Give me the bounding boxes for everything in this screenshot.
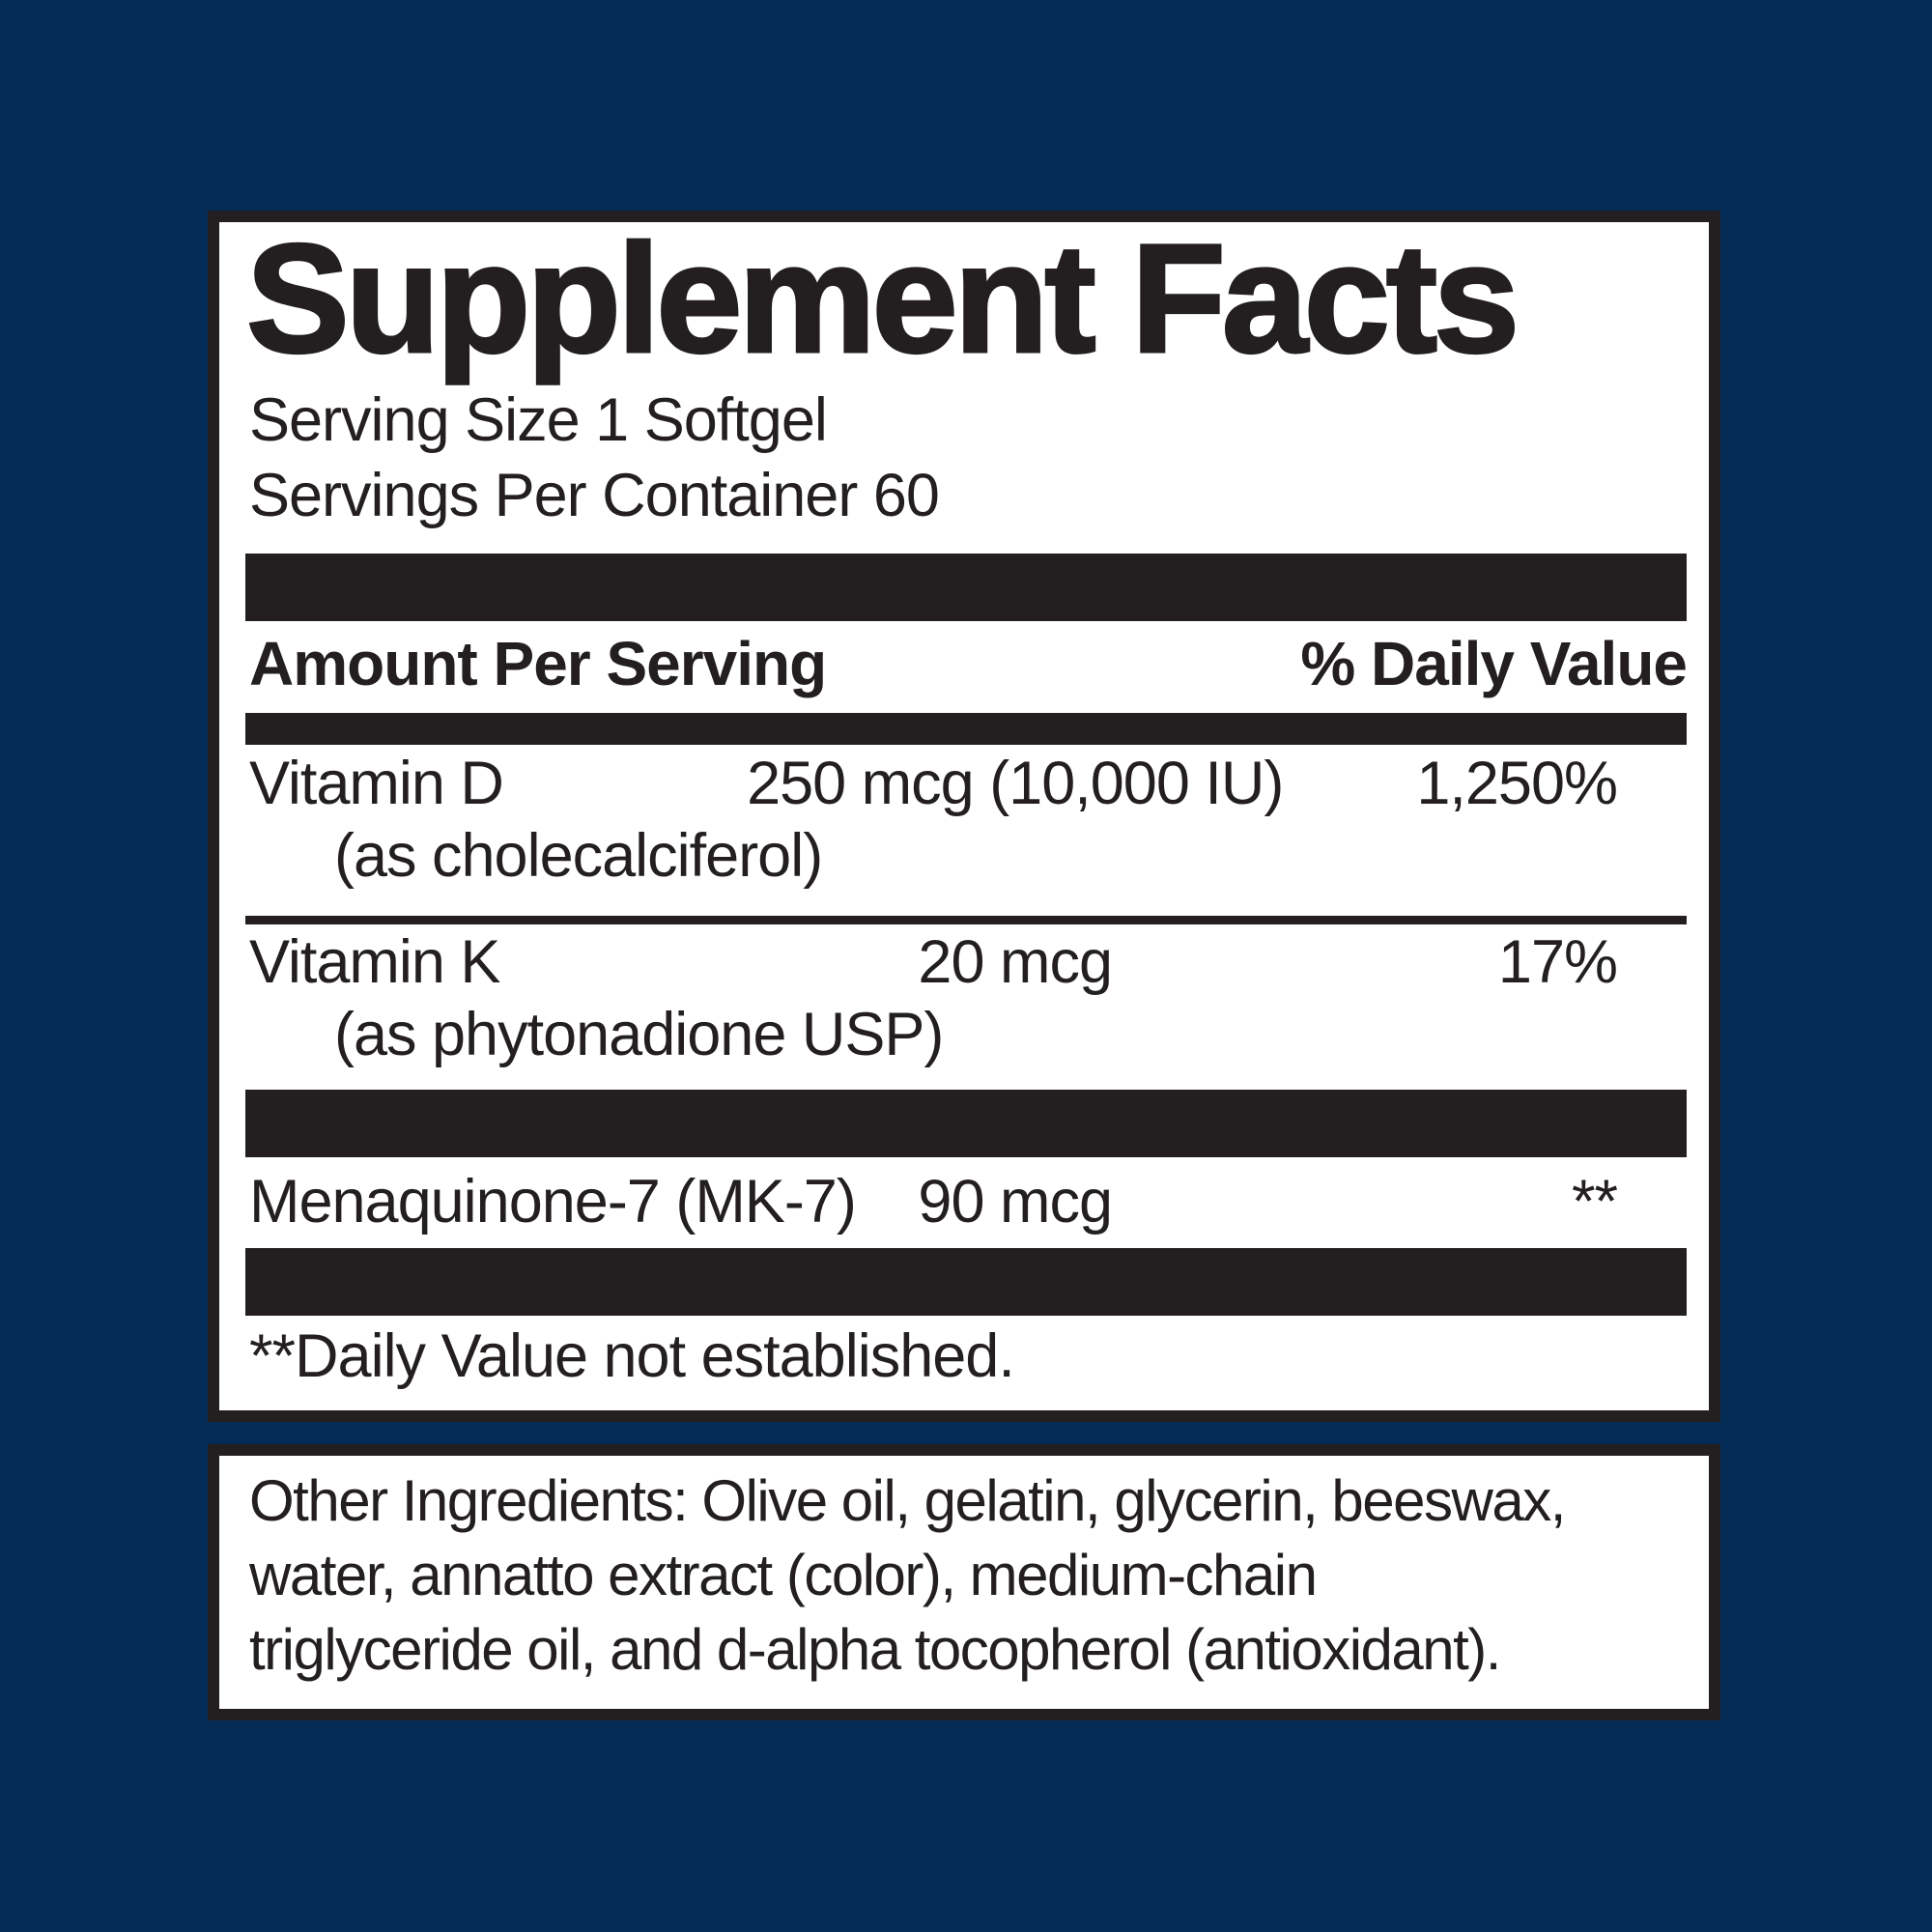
section-divider-bar-header (245, 713, 1687, 745)
amount-per-serving-header: Amount Per Serving (249, 629, 827, 698)
daily-value-footnote: **Daily Value not established. (249, 1322, 1015, 1390)
nutrient-source-detail: (as phytonadione USP) (334, 1001, 944, 1068)
section-divider-bar-top (245, 554, 1687, 621)
nutrient-amount: 250 mcg (10,000 IU) (747, 750, 1284, 817)
nutrient-daily-value: 1,250% (1416, 750, 1618, 817)
nutrient-amount: 20 mcg (918, 928, 1113, 996)
servings-per-container-text: Servings Per Container 60 (249, 462, 940, 529)
section-divider-bar-bottom (245, 1248, 1687, 1316)
daily-value-header: % Daily Value (1300, 629, 1688, 698)
other-ingredients-line: triglyceride oil, and d-alpha tocopherol… (249, 1617, 1501, 1682)
supplement-facts-panel: Supplement Facts Serving Size 1 Softgel … (208, 211, 1720, 1422)
nutrient-amount: 90 mcg (918, 1168, 1113, 1236)
other-ingredients-text: Other Ingredients: Olive oil, gelatin, g… (249, 1463, 1682, 1687)
serving-size-text: Serving Size 1 Softgel (249, 386, 828, 454)
supplement-facts-title: Supplement Facts (244, 212, 1520, 384)
nutrient-name: Menaquinone-7 (MK-7) (249, 1168, 857, 1236)
other-ingredients-line: water, annatto extract (color), medium-c… (249, 1543, 1318, 1607)
nutrient-daily-value: 17% (1497, 928, 1618, 996)
nutrient-daily-value: ** (1571, 1168, 1618, 1236)
section-divider-bar-mid (245, 1090, 1687, 1157)
other-ingredients-panel: Other Ingredients: Olive oil, gelatin, g… (208, 1444, 1720, 1720)
nutrient-source-detail: (as cholecalciferol) (334, 822, 823, 890)
other-ingredients-line: Other Ingredients: Olive oil, gelatin, g… (249, 1468, 1566, 1533)
supplement-facts-inner: Supplement Facts Serving Size 1 Softgel … (219, 214, 1709, 1410)
serving-info: Serving Size 1 Softgel Servings Per Cont… (249, 383, 940, 533)
nutrient-name: Vitamin K (249, 928, 500, 996)
nutrient-name: Vitamin D (249, 750, 504, 817)
row-divider-rule (245, 916, 1687, 924)
